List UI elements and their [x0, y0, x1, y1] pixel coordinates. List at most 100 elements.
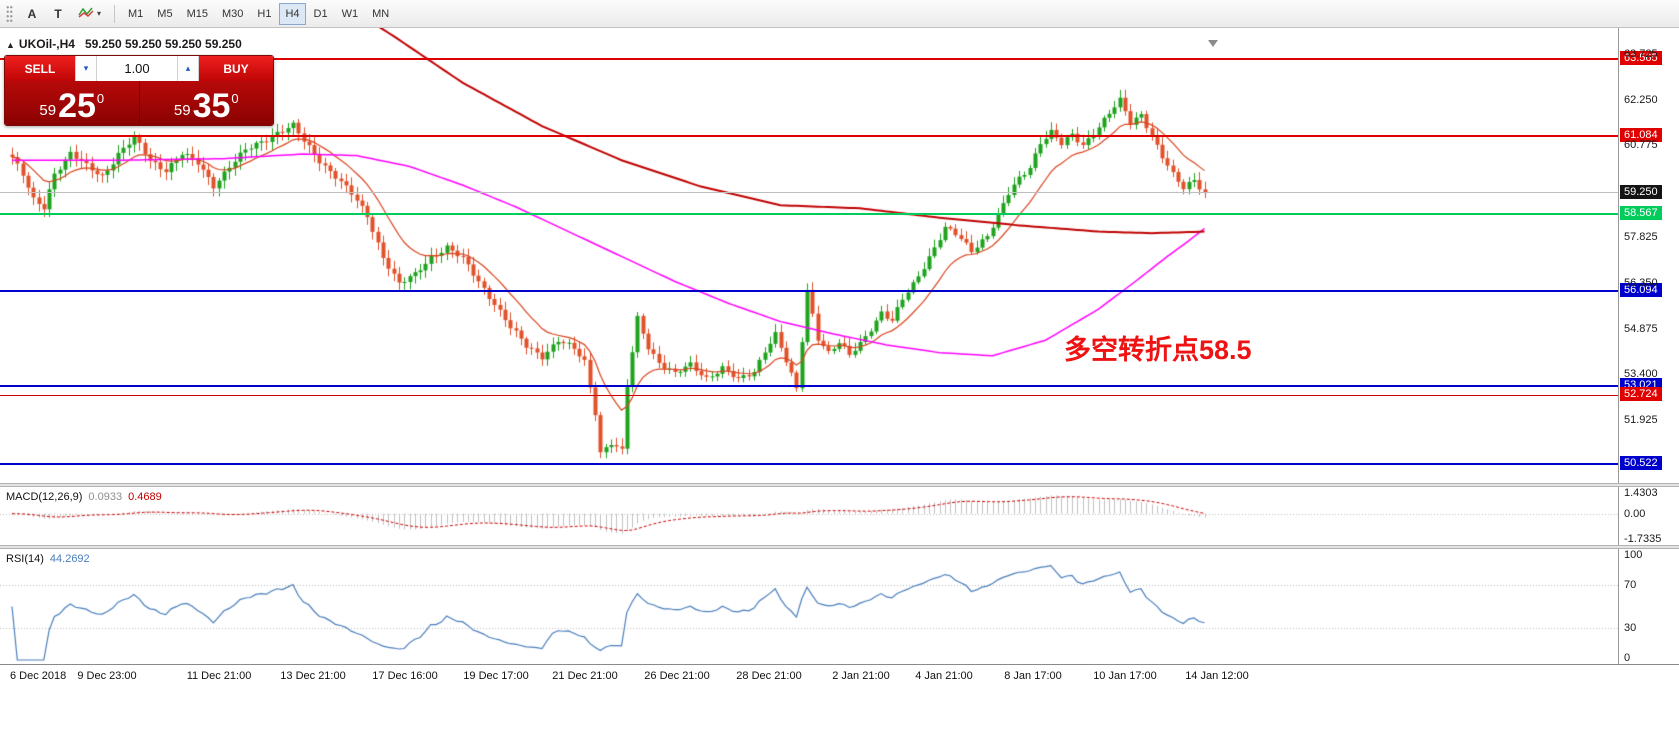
- rsi-plot: RSI(14) 44.2692: [0, 549, 1619, 664]
- horizontal-line-52724[interactable]: [0, 394, 1619, 396]
- macd-name: MACD(12,26,9): [6, 491, 83, 503]
- price-badge: 56.094: [1620, 282, 1662, 297]
- price-axis-tick: 62.250: [1624, 93, 1658, 106]
- toolbar-grip-icon[interactable]: [6, 4, 13, 23]
- sell-price-button[interactable]: 59 25 0: [5, 81, 139, 125]
- horizontal-line-63565[interactable]: [0, 57, 1619, 60]
- rsi-axis-tick: 70: [1624, 579, 1637, 592]
- text-tool-button[interactable]: T: [46, 3, 70, 25]
- main-plot: ▲ UKOil-,H4 59.250 59.250 59.250 59.250 SE…: [0, 28, 1619, 483]
- rsi-name: RSI(14): [6, 553, 44, 565]
- time-axis-label: 13 Dec 21:00: [280, 670, 346, 682]
- timeframe-m15-button[interactable]: M15: [181, 3, 214, 25]
- buy-button[interactable]: BUY: [199, 56, 273, 81]
- volume-dropdown-button[interactable]: ▾: [75, 56, 97, 81]
- price-axis-tick: 53.400: [1624, 368, 1658, 381]
- bottom-strip: [0, 688, 1679, 731]
- macd-axis-tick: -1.7335: [1624, 533, 1662, 545]
- timeframe-w1-button[interactable]: W1: [336, 3, 365, 25]
- timeframe-m1-button[interactable]: M1: [122, 3, 149, 25]
- time-axis-label: 4 Jan 21:00: [915, 670, 973, 682]
- price-badge: 50.522: [1620, 455, 1662, 470]
- macd-canvas[interactable]: [0, 487, 1619, 545]
- buy-price-sup: 0: [231, 91, 239, 106]
- rsi-axis-tick: 30: [1624, 621, 1637, 634]
- indicators-button[interactable]: ▾: [72, 3, 107, 25]
- rsi-axis-tick: 0: [1624, 652, 1631, 664]
- chart-shift-marker[interactable]: [1208, 40, 1218, 47]
- chart-text-annotation[interactable]: 多空转折点58.5: [1064, 335, 1252, 365]
- chevron-down-icon: ▾: [97, 9, 102, 18]
- time-axis[interactable]: 6 Dec 2018 9 Dec 23:00 11 Dec 21:00 13 Dec …: [0, 664, 1679, 688]
- symbol-info: ▲ UKOil-,H4 59.250 59.250 59.250 59.250: [6, 37, 242, 51]
- sell-button[interactable]: SELL: [5, 56, 75, 81]
- symbol-period-label: UKOil-,H4: [18, 37, 75, 51]
- price-axis-tick: 60.775: [1624, 139, 1658, 152]
- timeframe-m5-button[interactable]: M5: [151, 3, 178, 25]
- time-axis-label: 21 Dec 21:00: [552, 670, 618, 682]
- macd-value-main: 0.0933: [88, 491, 123, 503]
- timeframe-h1-button[interactable]: H1: [251, 3, 277, 25]
- price-axis-tick: 51.925: [1624, 414, 1658, 427]
- price-badge: 52.724: [1620, 387, 1662, 402]
- cursor-tool-label: A: [27, 6, 37, 21]
- macd-axis[interactable]: 1.4303 0.00 -1.7335: [1618, 487, 1679, 545]
- panel-splitter[interactable]: [0, 483, 1679, 487]
- volume-field-wrap: [97, 56, 177, 81]
- price-axis[interactable]: 63.565 61.084 59.250 58.567 56.094 53.021 52.7…: [1618, 28, 1679, 483]
- time-axis-label: 9 Dec 23:00: [77, 670, 137, 682]
- time-axis-label: 28 Dec 21:00: [736, 670, 802, 682]
- buy-price-small: 59: [173, 102, 191, 119]
- timeframe-m30-button[interactable]: M30: [216, 3, 249, 25]
- timeframe-mn-button[interactable]: MN: [366, 3, 395, 25]
- macd-panel: MACD(12,26,9) 0.0933 0.4689 1.4303 0.00 -1.7…: [0, 487, 1679, 545]
- price-axis-tick: 56.350: [1624, 276, 1658, 289]
- time-axis-label: 8 Jan 17:00: [1004, 670, 1062, 682]
- rsi-axis-tick: 100: [1624, 549, 1643, 561]
- sell-price-big: 25: [58, 87, 96, 126]
- horizontal-line-61084[interactable]: [0, 134, 1619, 137]
- time-axis-label: 2 Jan 21:00: [832, 670, 890, 682]
- timeframe-h4-button[interactable]: H4: [279, 2, 306, 25]
- volume-up-button[interactable]: ▴: [177, 56, 199, 81]
- sell-price-sup: 0: [96, 91, 105, 106]
- macd-label: MACD(12,26,9) 0.0933 0.4689: [6, 491, 162, 503]
- horizontal-line-56094[interactable]: [0, 289, 1619, 292]
- buy-price-button[interactable]: 59 35 0: [140, 81, 274, 125]
- price-chart-panel: ▲ UKOil-,H4 59.250 59.250 59.250 59.250 SE…: [0, 28, 1679, 483]
- price-badge: 59.250: [1620, 184, 1662, 199]
- time-axis-label: 11 Dec 21:00: [186, 670, 252, 682]
- toolbar-separator: [114, 4, 116, 23]
- time-axis-label: 17 Dec 16:00: [372, 670, 438, 682]
- horizontal-line-50522[interactable]: [0, 462, 1619, 465]
- horizontal-line-53021[interactable]: [0, 385, 1619, 388]
- macd-plot: MACD(12,26,9) 0.0933 0.4689: [0, 487, 1619, 545]
- price-axis-tick: 57.825: [1624, 231, 1658, 244]
- caret-up-icon: ▴: [185, 63, 191, 73]
- horizontal-line-58567[interactable]: [0, 213, 1619, 215]
- price-badge: 61.084: [1620, 127, 1662, 142]
- time-axis-label: 14 Jan 12:00: [1185, 670, 1249, 682]
- chart-toolbar: A T ▾ M1 M5 M15 M30 H1 H4 D1 W1 MN: [0, 0, 1679, 28]
- cursor-tool-button[interactable]: A: [20, 3, 44, 25]
- rsi-axis[interactable]: 100 70 30 0: [1618, 549, 1679, 664]
- trade-panel-divider: [138, 81, 140, 125]
- time-axis-label: 26 Dec 21:00: [644, 670, 710, 682]
- text-tool-label: T: [54, 6, 62, 21]
- rsi-canvas[interactable]: [0, 549, 1619, 664]
- ohlc-quotes: 59.250 59.250 59.250 59.250: [84, 37, 242, 51]
- volume-input[interactable]: [97, 60, 177, 77]
- indicator-lines-icon: [78, 5, 94, 22]
- timeframe-d1-button[interactable]: D1: [308, 3, 334, 25]
- one-click-toggle-icon[interactable]: ▲: [6, 40, 15, 50]
- one-click-trading-panel: SELL ▾ ▴ BUY 59 25 0: [4, 55, 274, 126]
- price-badge: 58.567: [1620, 206, 1662, 220]
- time-axis-label: 19 Dec 17:00: [463, 670, 529, 682]
- time-axis-label: 10 Jan 17:00: [1093, 670, 1157, 682]
- macd-value-signal: 0.4689: [128, 491, 162, 503]
- buy-price-big: 35: [192, 87, 231, 126]
- panel-splitter[interactable]: [0, 545, 1679, 549]
- bid-price-line[interactable]: [0, 192, 1619, 194]
- time-axis-label: 6 Dec 2018: [10, 670, 67, 682]
